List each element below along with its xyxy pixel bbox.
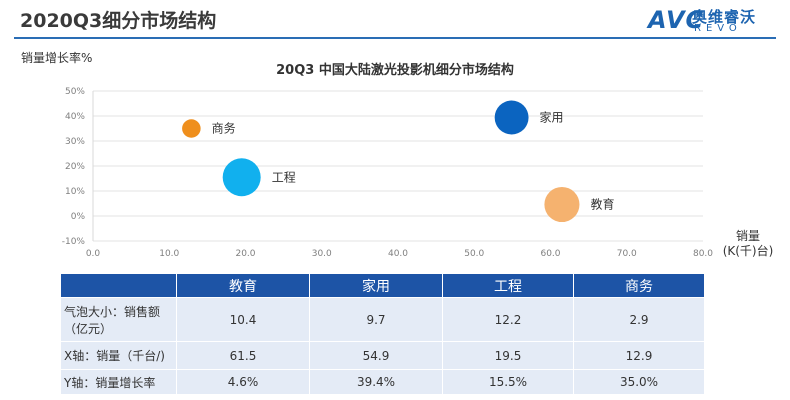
bubble-家用 xyxy=(494,100,529,135)
bubble-label: 家用 xyxy=(540,110,564,125)
x-tick-label: 40.0 xyxy=(388,249,408,259)
x-tick-label: 20.0 xyxy=(235,249,255,259)
y-tick-label: 30% xyxy=(65,137,85,147)
y-tick-label: 10% xyxy=(65,187,85,197)
chart-title: 20Q3 中国大陆激光投影机细分市场结构 xyxy=(276,62,514,78)
y-tick-label: 0% xyxy=(71,212,86,222)
y-tick-label: 40% xyxy=(65,112,85,122)
logo-en-text: REVO xyxy=(694,23,742,34)
x-tick-label: 10.0 xyxy=(159,249,179,259)
y-tick-label: 20% xyxy=(65,162,85,172)
table-cell: 35.0% xyxy=(573,369,705,395)
table-header-blank xyxy=(60,273,177,298)
bubble-label: 工程 xyxy=(272,169,296,184)
table-header-cell: 家用 xyxy=(309,273,443,298)
logo-mark: AVC xyxy=(648,6,705,34)
x-tick-label: 70.0 xyxy=(617,249,637,259)
row-label: Y轴：销量增长率 xyxy=(60,369,177,395)
x-tick-label: 0.0 xyxy=(86,249,101,259)
logo-cn-text: 奥维睿沃 xyxy=(692,8,757,26)
x-axis-label-line1: 销量 xyxy=(736,229,760,243)
y-tick-label: -10% xyxy=(62,237,86,247)
x-tick-label: 50.0 xyxy=(464,249,484,259)
table-cell: 4.6% xyxy=(176,369,310,395)
table-cell: 61.5 xyxy=(176,341,310,370)
table-header-cell: 教育 xyxy=(176,273,310,298)
row-label: X轴：销量（千台/) xyxy=(60,341,177,370)
bubble-label: 教育 xyxy=(590,197,614,212)
table-cell: 19.5 xyxy=(442,341,574,370)
table-cell: 15.5% xyxy=(442,369,574,395)
row-label: 气泡大小：销售额 （亿元） xyxy=(60,297,177,342)
table-cell: 12.2 xyxy=(442,297,574,342)
bubble-工程 xyxy=(222,158,261,197)
table-row: Y轴：销量增长率 4.6% 39.4% 15.5% 35.0% xyxy=(60,369,705,395)
table-cell: 9.7 xyxy=(309,297,443,342)
table-cell: 12.9 xyxy=(573,341,705,370)
x-axis-label-line2: (K(千)台) xyxy=(723,243,774,258)
bubble-chart: 销量增长率% 20Q3 中国大陆激光投影机细分市场结构 50% 40% 30% 20%… xyxy=(21,50,774,259)
x-tick-label: 80.0 xyxy=(693,249,713,259)
x-tick-label: 30.0 xyxy=(312,249,332,259)
table-row: X轴：销量（千台/) 61.5 54.9 19.5 12.9 xyxy=(60,341,705,370)
table-cell: 10.4 xyxy=(176,297,310,342)
table-row: 气泡大小：销售额 （亿元） 10.4 9.7 12.2 2.9 xyxy=(60,297,705,342)
bubble-商务 xyxy=(182,119,201,138)
y-axis-ticks: 50% 40% 30% 20% 10% 0% -10% xyxy=(62,87,86,247)
table-cell: 54.9 xyxy=(309,341,443,370)
y-axis-label: 销量增长率% xyxy=(21,50,92,65)
table-cell: 39.4% xyxy=(309,369,443,395)
page-title: 2020Q3细分市场结构 xyxy=(20,10,217,32)
table-header-cell: 商务 xyxy=(573,273,705,298)
data-table: 教育 家用 工程 商务 气泡大小：销售额 （亿元） 10.4 9.7 12.2 … xyxy=(60,273,705,395)
bubble-教育 xyxy=(544,186,580,223)
gridlines xyxy=(92,90,703,242)
title-divider xyxy=(14,37,776,39)
x-axis-ticks: 0.0 10.0 20.0 30.0 40.0 50.0 60.0 70.0 80.0 xyxy=(86,249,713,259)
x-tick-label: 60.0 xyxy=(540,249,560,259)
y-tick-label: 50% xyxy=(65,87,85,97)
brand-logo: AVC 奥维睿沃 REVO xyxy=(648,6,774,36)
table-header-cell: 工程 xyxy=(442,273,574,298)
table-cell: 2.9 xyxy=(573,297,705,342)
table-header-row: 教育 家用 工程 商务 xyxy=(60,273,705,298)
bubble-label: 商务 xyxy=(212,121,236,136)
